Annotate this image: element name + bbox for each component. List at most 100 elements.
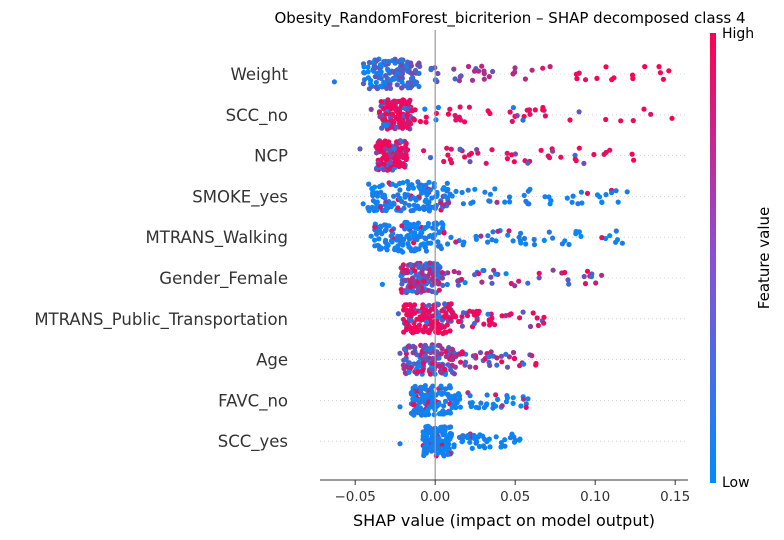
shap-point	[392, 56, 398, 62]
shap-point	[429, 434, 435, 440]
shap-point	[487, 198, 493, 204]
shap-point	[397, 159, 403, 165]
shap-point	[378, 223, 384, 229]
shap-point	[422, 244, 428, 251]
shap-point	[569, 199, 575, 205]
shap-point	[416, 70, 422, 76]
shap-point	[425, 423, 431, 430]
feature-label: MTRANS_Public_Transportation	[34, 310, 288, 330]
shap-point	[400, 241, 406, 247]
shap-point	[436, 390, 442, 396]
shap-point	[435, 104, 441, 111]
shap-point	[407, 278, 413, 284]
shap-point	[503, 351, 509, 357]
shap-point	[427, 155, 434, 161]
shap-point	[443, 353, 449, 360]
shap-point	[412, 81, 418, 87]
x-axis-label: SHAP value (impact on model output)	[353, 511, 655, 530]
shap-point	[417, 315, 423, 322]
x-tick-label: 0.05	[500, 489, 530, 505]
shap-point	[576, 229, 582, 235]
shap-point	[370, 193, 376, 199]
shap-point	[477, 350, 484, 356]
shap-point	[503, 313, 509, 319]
shap-point	[407, 344, 413, 350]
shap-point	[564, 195, 570, 201]
shap-point	[471, 320, 477, 327]
shap-point	[462, 154, 468, 160]
shap-point	[374, 86, 380, 92]
shap-point	[510, 238, 516, 244]
shap-point	[459, 314, 465, 320]
shap-point	[422, 342, 428, 348]
shap-point	[387, 147, 393, 154]
shap-point	[428, 391, 434, 397]
shap-point	[471, 312, 477, 318]
shap-point	[578, 189, 585, 195]
shap-point	[376, 162, 382, 168]
shap-point	[504, 156, 510, 162]
shap-point	[599, 235, 605, 241]
shap-point	[419, 368, 426, 374]
shap-point	[371, 206, 377, 212]
shap-point	[425, 407, 431, 413]
shap-point	[413, 272, 419, 278]
shap-point	[378, 189, 384, 195]
shap-point	[409, 303, 415, 310]
shap-point	[427, 347, 433, 353]
shap-point	[588, 274, 595, 280]
shap-point	[410, 409, 416, 415]
shap-point	[463, 359, 469, 365]
shap-point	[393, 99, 399, 105]
shap-point	[660, 76, 667, 82]
shap-point	[467, 364, 473, 370]
shap-point	[480, 443, 486, 449]
shap-point	[599, 199, 605, 205]
shap-point	[540, 65, 546, 71]
shap-point	[415, 203, 421, 209]
shap-point	[422, 312, 428, 318]
shap-point	[406, 236, 413, 242]
shap-point	[442, 301, 448, 307]
shap-point	[514, 113, 520, 119]
shap-point	[415, 369, 421, 375]
shap-point	[435, 70, 441, 77]
shap-point	[405, 192, 411, 198]
shap-point	[531, 236, 537, 243]
shap-point	[490, 405, 496, 411]
shap-point	[558, 154, 564, 160]
shap-point	[525, 160, 531, 166]
shap-point	[435, 314, 441, 320]
shap-point	[405, 121, 411, 127]
shap-point	[522, 76, 529, 82]
feature-label: MTRANS_Walking	[146, 228, 289, 248]
shap-point	[474, 147, 480, 153]
shap-point	[465, 187, 471, 193]
shap-point	[418, 399, 424, 405]
shap-point	[465, 433, 471, 439]
shap-point	[368, 106, 374, 112]
shap-point	[576, 109, 582, 115]
shap-point	[584, 268, 591, 274]
shap-point	[383, 123, 389, 129]
shap-point	[445, 451, 451, 457]
shap-point	[365, 205, 371, 211]
shap-point	[428, 326, 434, 332]
shap-point	[471, 68, 478, 74]
shap-point	[357, 146, 363, 152]
shap-point	[614, 237, 621, 243]
shap-point	[444, 391, 450, 397]
shap-point	[375, 140, 381, 146]
data-points	[331, 56, 675, 459]
shap-point	[520, 309, 526, 315]
shap-point	[468, 150, 474, 156]
shap-point	[415, 285, 421, 291]
shap-point	[406, 369, 412, 375]
shap-point	[576, 145, 582, 151]
shap-point	[391, 193, 397, 199]
shap-point	[408, 284, 414, 290]
shap-point	[499, 403, 505, 409]
shap-point	[376, 236, 382, 242]
shap-point	[428, 67, 434, 73]
